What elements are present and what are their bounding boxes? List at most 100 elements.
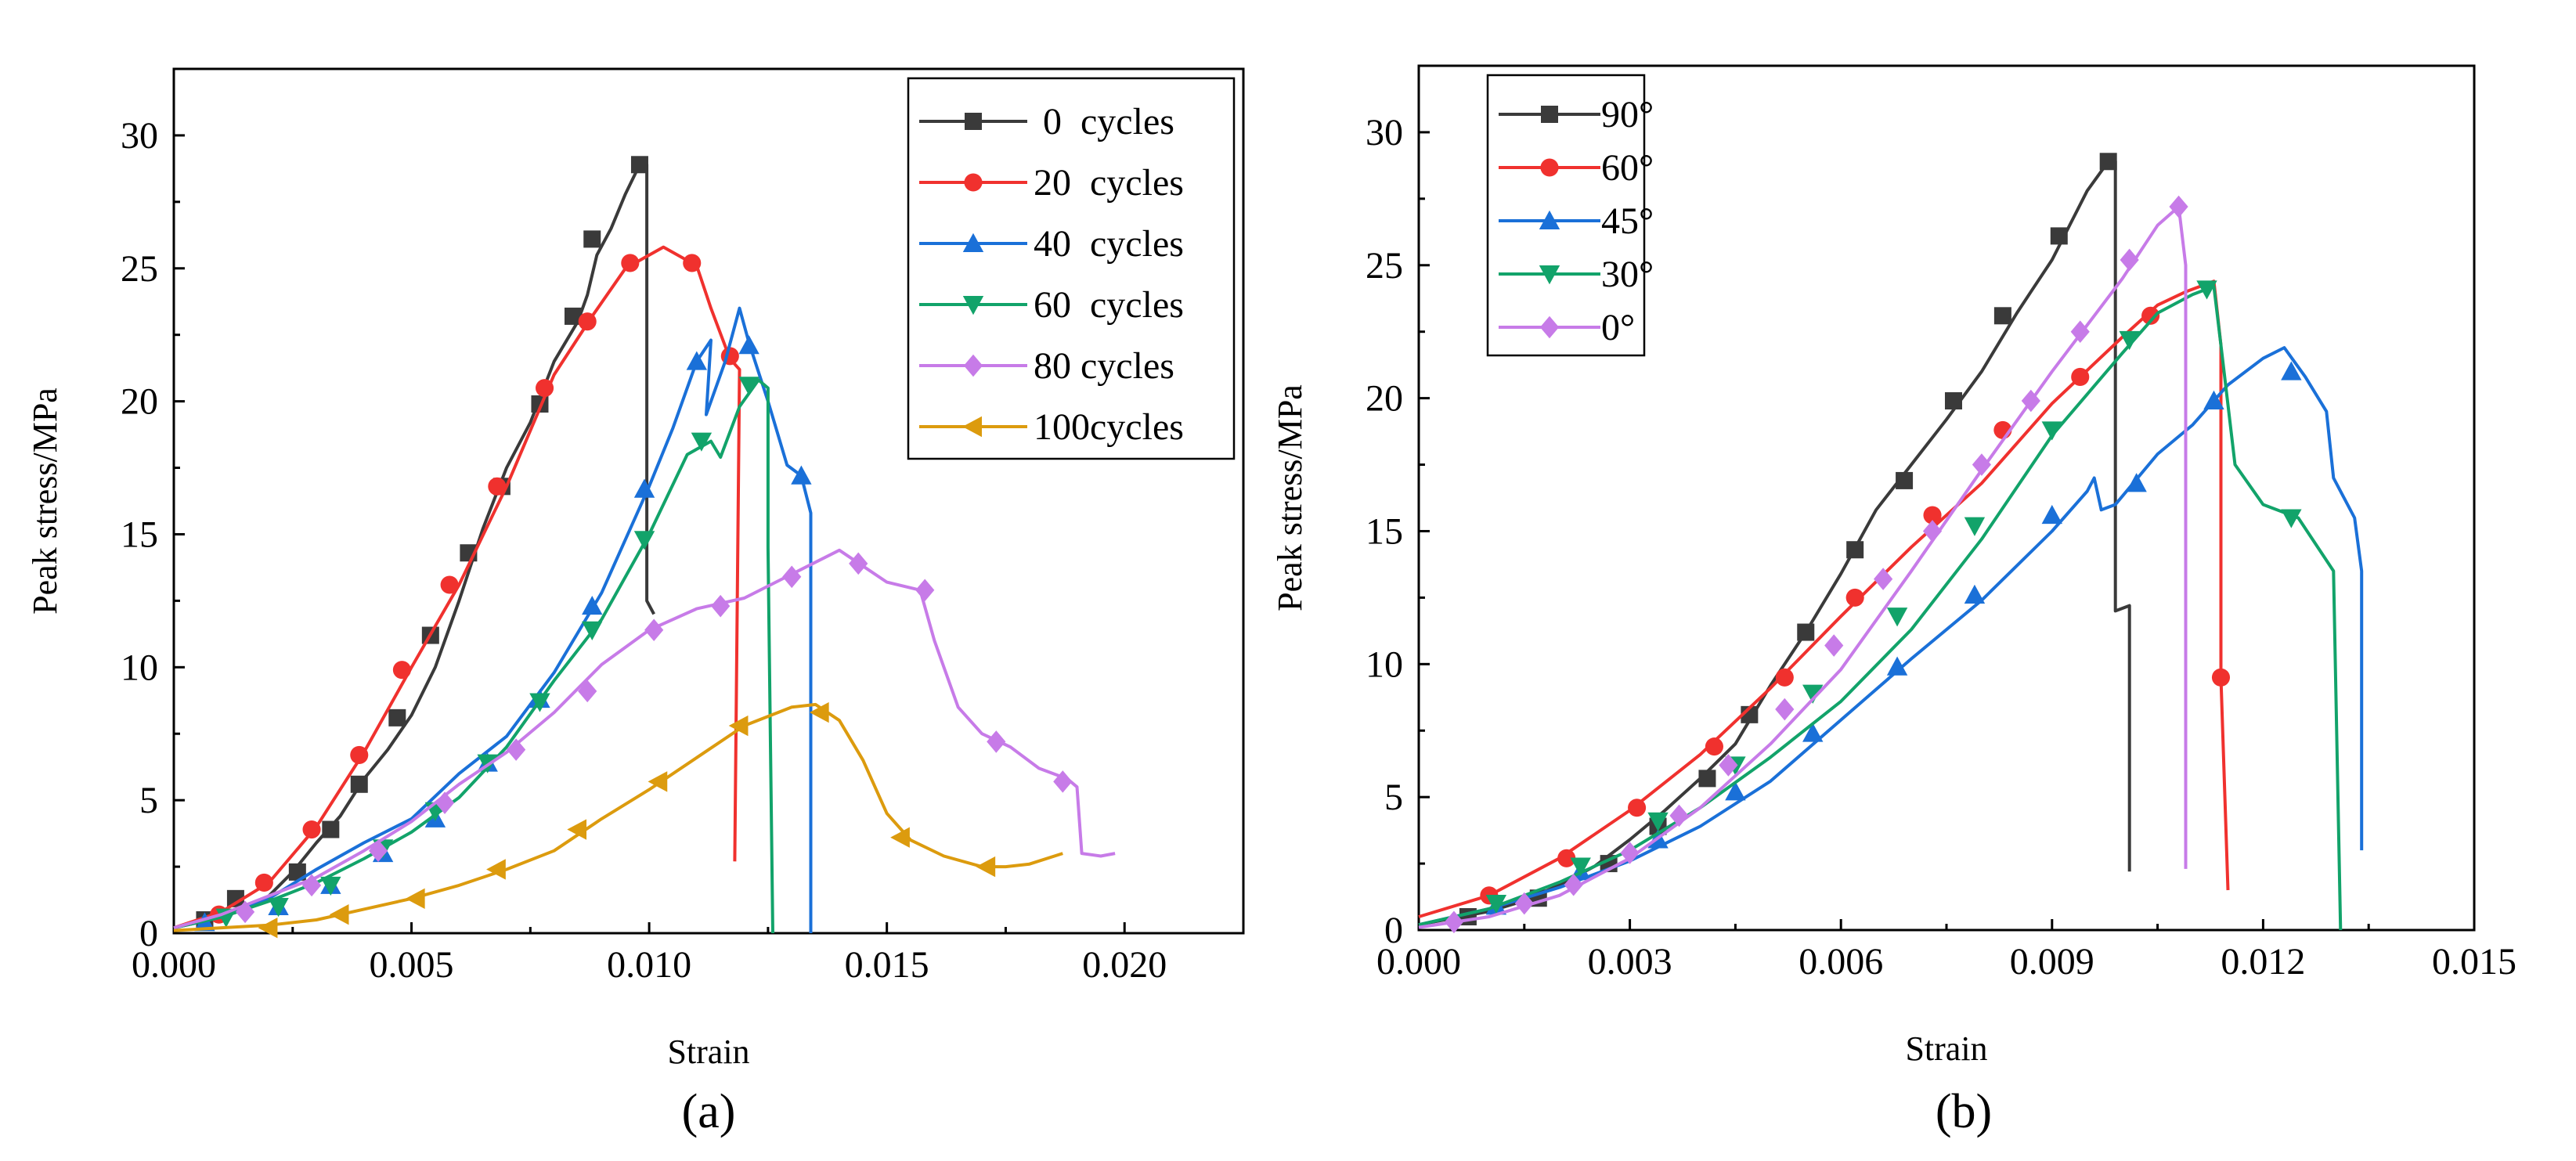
legend-label: 20 cycles <box>1034 162 1184 204</box>
series-orange-point <box>258 918 278 939</box>
series-green-line <box>1418 284 2343 931</box>
x-tick-label: 0.009 <box>2010 941 2094 983</box>
series-black-point <box>564 307 582 325</box>
legend-swatch-marker <box>962 233 984 252</box>
series-blue-point <box>791 465 812 485</box>
series-black-line <box>173 163 655 930</box>
legend-label: 30° <box>1601 254 1654 295</box>
series-purple-point <box>1564 873 1583 896</box>
series-red-point <box>1628 799 1647 817</box>
series-orange-point <box>486 859 506 880</box>
series-red-point <box>1705 737 1723 756</box>
series-black-point <box>288 863 306 881</box>
legend-label: 40 cycles <box>1034 223 1184 265</box>
legend-swatch-marker <box>962 416 982 438</box>
y-tick-label: 20 <box>121 381 158 423</box>
series-green-point <box>582 621 603 640</box>
y-tick-label: 25 <box>121 248 158 290</box>
y-tick-label: 30 <box>1366 112 1403 153</box>
series-red-point <box>440 575 459 594</box>
x-tick-label: 0.012 <box>2221 941 2305 983</box>
legend-label: 45° <box>1601 200 1654 242</box>
legend-swatch-marker <box>1541 106 1558 123</box>
series-blue-point <box>1964 584 1986 604</box>
series-red-point <box>1923 506 1942 525</box>
series-black-point <box>1846 541 1864 559</box>
series-black-point <box>2099 153 2117 171</box>
series-black-point <box>630 156 648 174</box>
x-tick-label: 0.003 <box>1588 941 1672 983</box>
series-red-point <box>1557 849 1576 867</box>
y-tick-label: 10 <box>1366 644 1403 685</box>
series-red-point <box>2071 367 2090 386</box>
y-tick-label: 15 <box>1366 510 1403 552</box>
series-purple-point <box>2169 195 2188 218</box>
series-red-line <box>1418 279 2230 918</box>
series-purple-point <box>301 874 322 897</box>
series-purple-point <box>849 552 868 575</box>
series-black-point <box>226 889 244 907</box>
series-orange-point <box>809 701 829 723</box>
series-black-point <box>1698 770 1716 788</box>
series-blue-point <box>2041 504 2062 525</box>
series-purple-point <box>2120 248 2139 272</box>
series-purple-point <box>578 680 597 703</box>
y-tick-label: 20 <box>1366 378 1403 420</box>
series-green-point <box>268 898 289 918</box>
series-green-point <box>1485 895 1507 914</box>
legend-box <box>907 77 1236 460</box>
series-blue-line <box>173 306 813 933</box>
series-black-point <box>583 230 601 248</box>
series-green-point <box>1886 608 1908 627</box>
series-blue-line <box>1418 346 2364 927</box>
series-black-point <box>1993 307 2011 325</box>
series-red-line <box>173 245 741 930</box>
series-purple-point <box>1874 568 1893 590</box>
series-purple-point <box>711 594 731 618</box>
legend-label: 60 cycles <box>1034 284 1184 326</box>
series-blue-point <box>2203 390 2224 410</box>
series-purple-point <box>782 565 802 589</box>
series-purple-point <box>2070 320 2090 343</box>
series-red-point <box>254 873 273 892</box>
y-tick-label: 25 <box>1366 245 1403 287</box>
panel-label-b: (b) <box>1936 1085 1992 1138</box>
series-orange-point <box>405 888 425 910</box>
legend-swatch-marker <box>1540 158 1559 177</box>
series-green-point <box>1964 517 1986 536</box>
series-black-point <box>350 775 368 793</box>
series-green-point <box>529 693 550 712</box>
series-purple-line <box>1418 205 2188 929</box>
series-purple-point <box>1620 842 1640 864</box>
series-green-point <box>2119 330 2140 351</box>
series-green-point <box>1802 684 1824 704</box>
panel-label-a: (a) <box>682 1085 736 1138</box>
series-blue-point <box>1802 723 1824 742</box>
series-orange-point <box>976 856 996 878</box>
x-tick-label: 0.015 <box>2432 941 2516 983</box>
series-purple-point <box>1719 754 1738 777</box>
series-red-point <box>2211 668 2231 687</box>
series-red-point <box>302 820 321 839</box>
chart-panel-a: 0.000 0.005 0.010 0.015 0.020 0 5 10 15 20 25 30 Str… <box>26 67 1245 1071</box>
legend-label: 80 cycles <box>1034 345 1174 387</box>
x-axis-label: Strain <box>667 1033 749 1071</box>
series-purple-point <box>1053 770 1073 793</box>
series-orange-point <box>728 715 749 737</box>
series-blue-point <box>686 351 708 370</box>
y-axis-label: Peak stress/MPa <box>26 388 64 615</box>
series-blue-point <box>738 335 759 355</box>
series-purple-point <box>1824 634 1844 657</box>
series-blue-point <box>633 478 655 498</box>
series-blue-point <box>1886 656 1908 676</box>
chart-panel-b: 0.000 0.003 0.006 0.009 0.012 0.015 0 5 10 15 20 25… <box>1271 64 2516 1068</box>
series-red-point <box>683 254 702 272</box>
series-red-point <box>350 745 369 764</box>
legend-swatch-marker <box>1539 210 1560 229</box>
series-purple-point <box>1444 910 1464 934</box>
legend-box <box>1486 74 1646 357</box>
series-red-point <box>535 379 554 398</box>
legend-label: 60° <box>1601 147 1654 189</box>
series-purple-point <box>2021 389 2040 413</box>
